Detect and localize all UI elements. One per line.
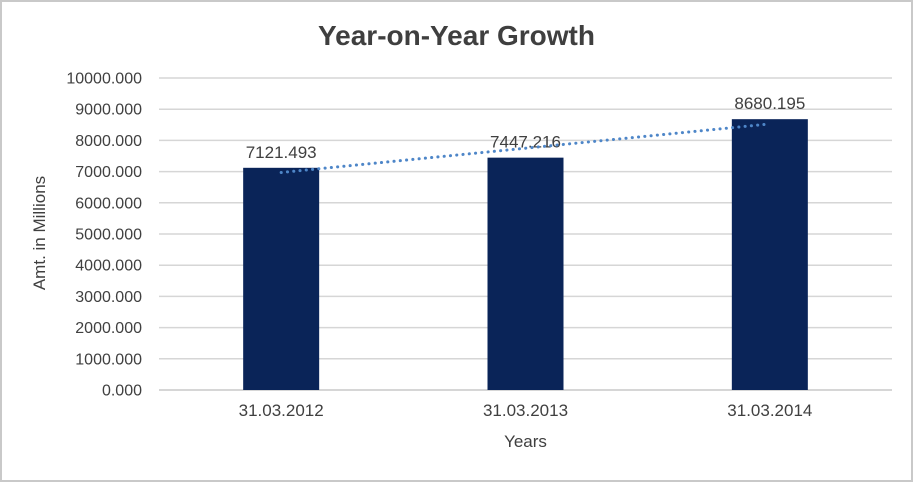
bar-data-label: 8680.195	[734, 94, 805, 113]
y-tick-label: 2000.000	[75, 320, 142, 337]
x-tick-label: 31.03.2012	[239, 401, 324, 420]
trendline	[279, 122, 772, 175]
x-tick-label: 31.03.2014	[727, 401, 812, 420]
y-tick-label: 6000.000	[75, 195, 142, 212]
chart-title: Year-on-Year Growth	[318, 20, 595, 51]
y-tick-label: 5000.000	[75, 227, 142, 244]
y-tick-label: 8000.000	[75, 133, 142, 150]
y-tick-label: 7000.000	[75, 164, 142, 181]
y-tick-label: 3000.000	[75, 289, 142, 306]
bar-data-label: 7121.493	[246, 143, 317, 162]
x-tick-label: 31.03.2013	[483, 401, 568, 420]
y-tick-label: 10000.000	[66, 71, 142, 88]
y-tick-label: 1000.000	[75, 351, 142, 368]
y-tick-label: 9000.000	[75, 102, 142, 119]
x-axis-title: Years	[504, 432, 547, 451]
bar	[731, 119, 808, 390]
y-tick-label: 4000.000	[75, 258, 142, 275]
bar	[243, 167, 320, 390]
bar	[487, 157, 564, 390]
y-tick-label: 0.000	[102, 383, 142, 400]
